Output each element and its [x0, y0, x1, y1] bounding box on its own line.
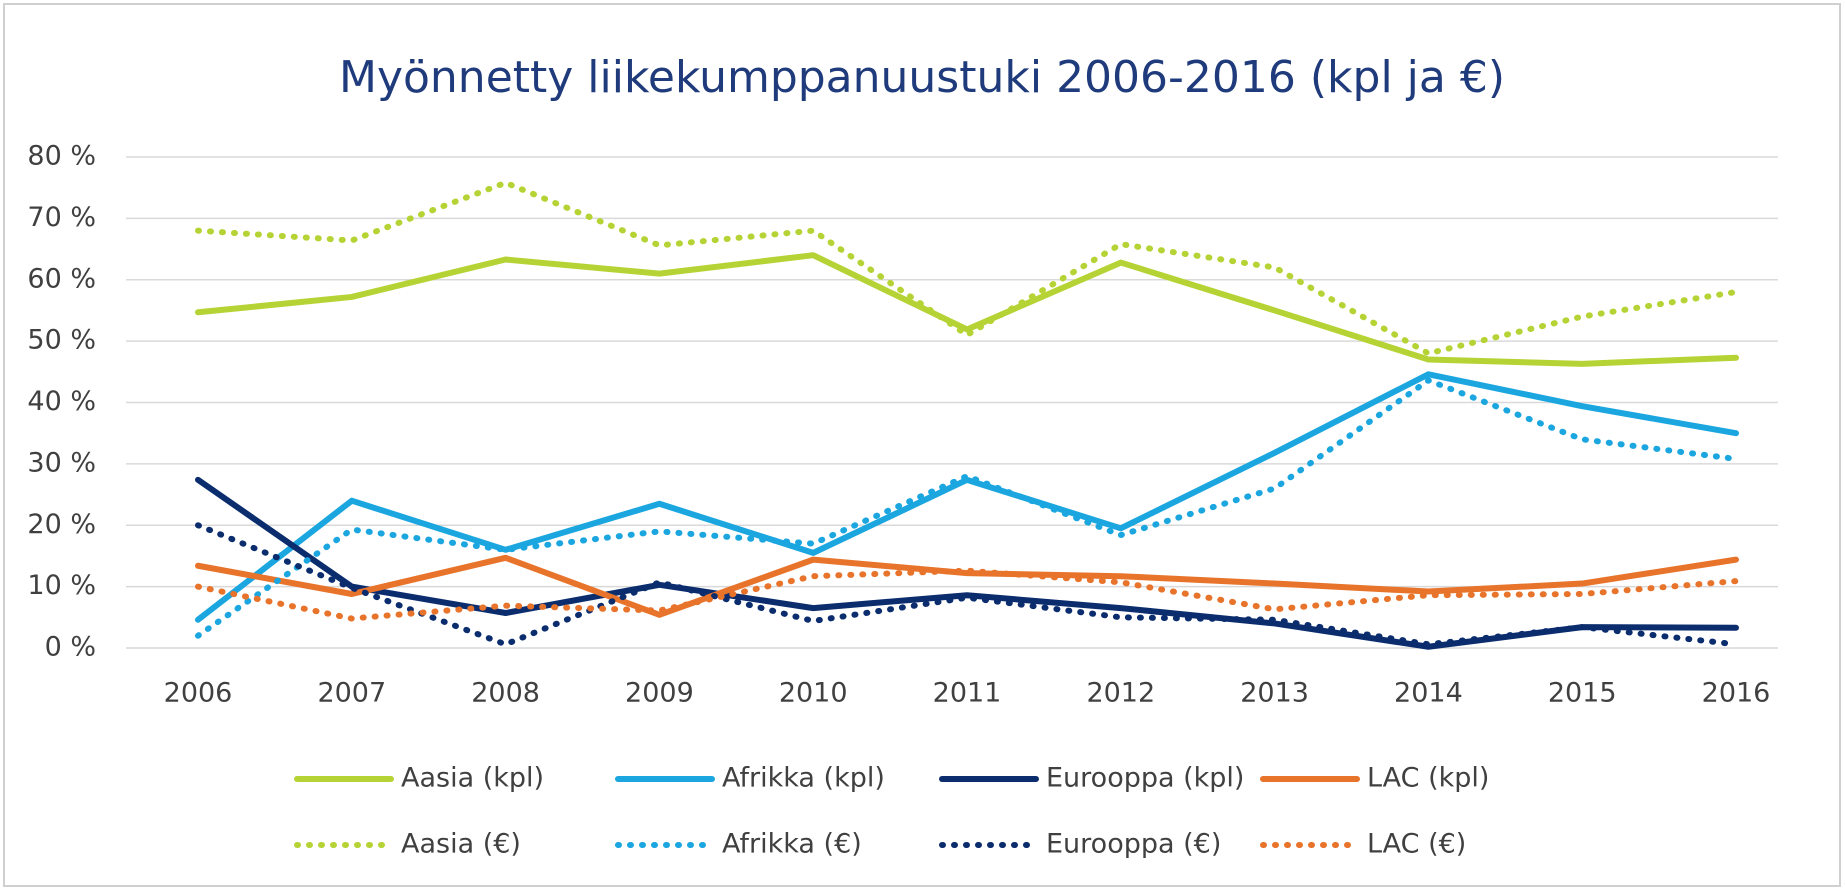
x-tick-label: 2009 [625, 678, 694, 709]
x-tick-label: 2014 [1394, 678, 1463, 709]
chart-title: Myönnetty liikekumppanuustuki 2006-2016 … [339, 52, 1505, 103]
y-tick-label: 80 % [27, 141, 96, 172]
y-tick-label: 0 % [45, 632, 96, 663]
y-tick-label: 30 % [27, 447, 96, 478]
x-tick-label: 2011 [933, 678, 1002, 709]
y-tick-label: 50 % [27, 325, 96, 356]
x-tick-label: 2008 [471, 678, 540, 709]
x-tick-label: 2013 [1240, 678, 1309, 709]
legend-label: Aasia (€) [401, 829, 521, 860]
series-line [195, 371, 1739, 623]
legend-label: Eurooppa (kpl) [1046, 763, 1244, 794]
x-tick-label: 2015 [1548, 678, 1617, 709]
y-tick-label: 40 % [27, 386, 96, 417]
series-line [195, 179, 1739, 357]
legend-label: Aasia (kpl) [401, 763, 544, 794]
x-tick-label: 2007 [317, 678, 386, 709]
legend-label: Afrikka (kpl) [722, 763, 885, 794]
series-line [195, 377, 1739, 639]
y-tick-label: 70 % [27, 202, 96, 233]
series-line [195, 252, 1739, 367]
x-tick-label: 2016 [1702, 678, 1771, 709]
x-tick-label: 2010 [779, 678, 848, 709]
legend-label: LAC (€) [1367, 829, 1466, 860]
series-line [195, 476, 1739, 650]
chart-border [3, 3, 1841, 887]
series-line [195, 554, 1739, 618]
series-line [195, 522, 1739, 648]
legend-label: LAC (kpl) [1367, 763, 1489, 794]
y-tick-label: 10 % [27, 570, 96, 601]
y-tick-label: 20 % [27, 509, 96, 540]
x-tick-label: 2012 [1086, 678, 1155, 709]
legend-label: Eurooppa (€) [1046, 829, 1221, 860]
y-tick-label: 60 % [27, 263, 96, 294]
x-tick-label: 2006 [164, 678, 233, 709]
legend-label: Afrikka (€) [722, 829, 862, 860]
